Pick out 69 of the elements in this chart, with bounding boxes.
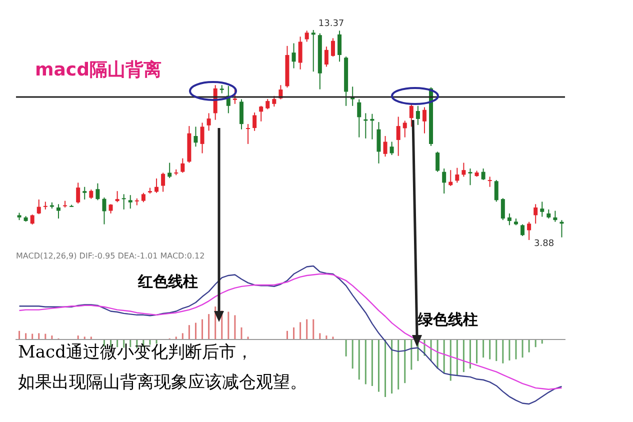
candlestick	[82, 186, 87, 200]
candlestick	[422, 106, 426, 134]
candlestick	[115, 190, 120, 203]
candlestick	[527, 221, 532, 240]
annotation: 如果出现隔山背离现象应该减仓观望。	[18, 372, 307, 392]
candlestick	[448, 170, 453, 187]
candlestick	[416, 105, 420, 126]
candlestick	[292, 42, 296, 69]
candlestick	[89, 189, 94, 200]
candlestick	[402, 120, 407, 138]
candlestick	[468, 168, 472, 186]
candlestick	[494, 180, 498, 202]
candlestick	[206, 112, 211, 132]
candlestick	[455, 167, 460, 184]
candlestick	[500, 198, 505, 221]
annotation: Macd通过微小变化判断后市，	[18, 342, 253, 362]
annotation: 绿色线柱	[417, 310, 478, 328]
text: MACD(12,26,9) DIF:-0.95 DEA:-1.01 MACD:0.12	[16, 252, 205, 260]
candlestick	[481, 168, 486, 181]
annotation: 3.88	[534, 239, 554, 249]
candlestick	[383, 135, 388, 158]
candlestick	[272, 95, 276, 108]
candlestick	[154, 178, 159, 194]
candlestick	[239, 98, 244, 130]
candlestick	[102, 197, 106, 225]
candlestick	[43, 201, 48, 210]
candlestick	[259, 105, 264, 122]
candlestick	[266, 98, 270, 110]
annotation: 红色线柱	[137, 272, 198, 290]
candlestick	[168, 162, 172, 179]
candlestick	[520, 224, 525, 237]
candlestick	[232, 87, 237, 104]
candlestick	[36, 199, 41, 215]
candlestick	[338, 30, 342, 62]
candlestick	[442, 168, 446, 194]
candlestick	[553, 210, 558, 222]
candlestick	[56, 204, 60, 220]
candlestick	[311, 30, 316, 72]
candlestick	[304, 30, 309, 42]
candlestick	[128, 194, 132, 210]
candlestick	[390, 141, 394, 156]
candlestick	[507, 212, 512, 226]
candlestick	[540, 201, 544, 218]
candlestick	[30, 214, 34, 226]
candlestick	[436, 151, 440, 172]
candlestick	[200, 122, 204, 154]
candlestick	[252, 112, 257, 132]
candlestick	[488, 176, 492, 188]
candlestick	[534, 204, 538, 224]
candlestick	[462, 162, 466, 178]
candlestick	[330, 38, 335, 58]
candlestick	[161, 172, 166, 192]
candlestick	[194, 126, 198, 148]
candlestick	[396, 116, 400, 156]
candlestick	[96, 182, 100, 201]
candlestick	[180, 158, 185, 174]
candlestick	[357, 98, 362, 138]
candlestick	[546, 208, 551, 220]
text: macd隔山背离	[35, 60, 162, 80]
text: 13.37	[318, 19, 344, 29]
candlestick	[324, 46, 328, 68]
candlestick	[141, 192, 146, 203]
candlestick	[409, 103, 414, 128]
candlestick	[122, 194, 126, 210]
candlestick	[108, 204, 113, 214]
candlestick	[246, 124, 250, 144]
candlestick	[376, 122, 381, 164]
candlestick	[298, 36, 302, 70]
candlestick	[76, 182, 80, 204]
